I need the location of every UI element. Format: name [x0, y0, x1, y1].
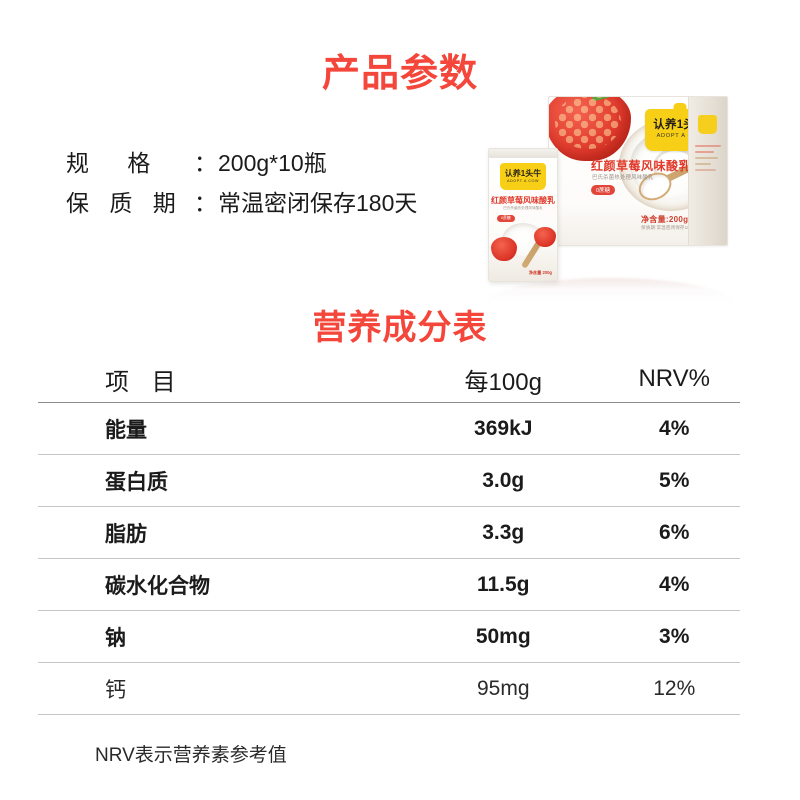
table-row: 钙 95mg 12% [38, 662, 740, 715]
cell-nrv: 3% [608, 610, 740, 663]
cell-item: 蛋白质 [38, 454, 399, 507]
nutrition-footnote: NRV表示营养素参考值 [95, 745, 287, 766]
carton-badge: 0蔗糖 [591, 185, 616, 195]
carton-product-desc: 巴氏杀菌热处理风味酸乳 [592, 175, 654, 181]
product-carton-large: 认养1头牛 ADOPT A COW 红颜草莓风味酸乳 巴氏杀菌热处理风味酸乳 0… [548, 96, 728, 246]
carton-small-brand-tag: 认养1头牛 ADOPT A COW [500, 163, 546, 190]
nutrition-table-body: 能量 369kJ 4% 蛋白质 3.0g 5% 脂肪 3.3g 6% 碳水化合物… [38, 402, 740, 715]
brand-name-cn: 认养1头牛 [653, 118, 707, 131]
table-row: 脂肪 3.3g 6% [38, 506, 740, 559]
cell-per100g: 3.3g [398, 506, 609, 559]
column-header-nrv: NRV% [608, 356, 740, 403]
cell-item: 碳水化合物 [38, 558, 399, 611]
spec-colon-size: ： [194, 150, 217, 176]
cell-item: 能量 [38, 402, 399, 455]
cell-item: 钠 [38, 610, 399, 663]
carton-net-weight-main: 净含量:200g×10盒 [641, 215, 712, 224]
carton-small-brand-cn: 认养1头牛 [504, 168, 542, 178]
carton-small-badge: 0蔗糖 [497, 215, 515, 222]
cell-nrv: 12% [608, 662, 740, 715]
spec-label-size: 规 格 [66, 150, 167, 176]
carton-small-strawberry-icon [491, 237, 517, 261]
spec-value-size: 200g*10瓶 [218, 150, 327, 176]
cell-per100g: 11.5g [398, 558, 609, 611]
strawberry-icon [549, 97, 631, 161]
spec-colon-shelf-life: ： [194, 190, 217, 216]
product-photo: 认养1头牛 ADOPT A COW 红颜草莓风味酸乳 巴氏杀菌热处理风味酸乳 0… [476, 92, 742, 304]
strawberry-seeds [555, 97, 621, 149]
side-panel-text-lines [695, 145, 721, 175]
spec-value-shelf-life: 常温密闭保存180天 [218, 190, 418, 216]
cell-item: 钙 [38, 662, 399, 715]
page-title-product-params: 产品参数 [321, 53, 478, 95]
carton-net-weight-sub: 保质期:常温密闭保存180天 [641, 225, 698, 230]
carton-product-name: 红颜草莓风味酸乳 [591, 159, 692, 173]
spec-label-shelf-life: 保 质 期 [66, 190, 183, 216]
cell-nrv: 4% [608, 558, 740, 611]
table-row: 碳水化合物 11.5g 4% [38, 558, 740, 611]
column-header-per100g: 每100g [398, 356, 609, 403]
column-header-item: 项 目 [38, 356, 399, 403]
table-row: 能量 369kJ 4% [38, 402, 740, 455]
carton-small-product-desc: 巴氏杀菌热处理风味酸乳 [503, 206, 543, 210]
nutrition-table-head: 项 目 每100g NRV% [38, 356, 740, 403]
product-photo-stage: 认养1头牛 ADOPT A COW 红颜草莓风味酸乳 巴氏杀菌热处理风味酸乳 0… [476, 92, 742, 304]
spec-list: 规 格 ： 200g*10瓶 保 质 期 ： 常温密闭保存180天 [66, 144, 417, 224]
table-row: 蛋白质 3.0g 5% [38, 454, 740, 507]
page-title-nutrition: 营养成分表 [312, 309, 488, 347]
carton-small-strawberry-icon-2 [534, 227, 556, 247]
carton-side-panel [688, 97, 727, 245]
cell-nrv: 5% [608, 454, 740, 507]
cell-per100g: 95mg [398, 662, 609, 715]
carton-small-product-name: 红颜草莓风味酸乳 [491, 196, 555, 205]
carton-small-brand-en: ADOPT A COW [506, 178, 539, 183]
cell-nrv: 4% [608, 402, 740, 455]
carton-small-net-weight: 净含量 200g [528, 270, 552, 275]
spec-row-shelf-life: 保 质 期 ： 常温密闭保存180天 [66, 184, 417, 224]
cell-per100g: 3.0g [398, 454, 609, 507]
cell-item: 脂肪 [38, 506, 399, 559]
cell-per100g: 369kJ [398, 402, 609, 455]
carton-net-weight: 净含量:200g×10盒 保质期:常温密闭保存180天 [641, 214, 711, 231]
product-carton-small: 认养1头牛 ADOPT A COW 红颜草莓风味酸乳 巴氏杀菌热处理风味酸乳 0… [488, 148, 558, 282]
table-row: 钠 50mg 3% [38, 610, 740, 663]
cell-nrv: 6% [608, 506, 740, 559]
carton-small-cap [489, 149, 557, 158]
nutrition-table: 项 目 每100g NRV% 能量 369kJ 4% 蛋白质 3.0g 5% 脂… [38, 356, 740, 715]
cell-per100g: 50mg [398, 610, 609, 663]
table-header-row: 项 目 每100g NRV% [38, 356, 740, 403]
side-panel-logo-icon [698, 115, 717, 134]
brand-name-en: ADOPT A COW [656, 133, 704, 140]
spec-row-size: 规 格 ： 200g*10瓶 [66, 144, 417, 184]
